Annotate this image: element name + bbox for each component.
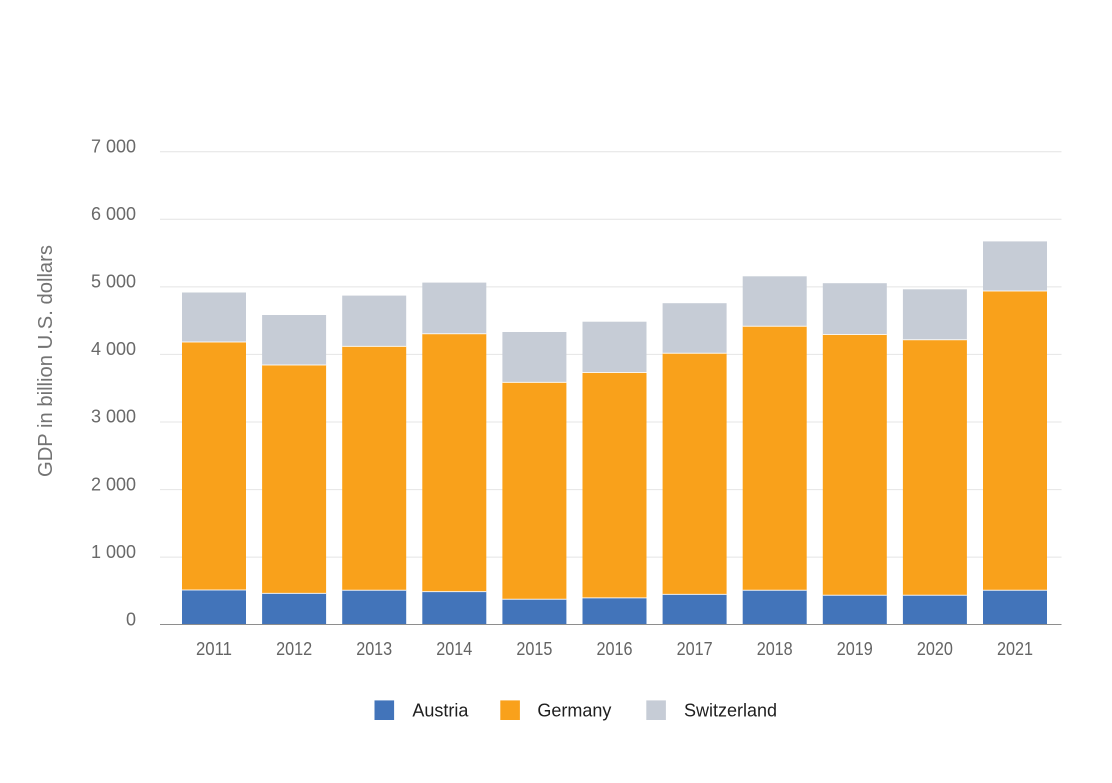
svg-text:4 000: 4 000 bbox=[91, 339, 136, 359]
svg-text:2016: 2016 bbox=[597, 639, 633, 659]
svg-text:Switzerland: Switzerland bbox=[684, 700, 777, 720]
svg-text:Austria: Austria bbox=[412, 700, 469, 720]
svg-text:7 000: 7 000 bbox=[91, 136, 136, 156]
svg-text:2015: 2015 bbox=[516, 639, 552, 659]
svg-text:2020: 2020 bbox=[917, 639, 953, 659]
svg-text:Germany: Germany bbox=[537, 700, 611, 720]
svg-text:GDP in billion U.S. dollars: GDP in billion U.S. dollars bbox=[35, 245, 57, 477]
svg-text:2 000: 2 000 bbox=[91, 474, 136, 494]
svg-text:2013: 2013 bbox=[356, 639, 392, 659]
svg-text:2014: 2014 bbox=[436, 639, 472, 659]
svg-text:2019: 2019 bbox=[837, 639, 873, 659]
svg-text:6 000: 6 000 bbox=[91, 204, 136, 224]
svg-text:2018: 2018 bbox=[757, 639, 793, 659]
svg-text:2011: 2011 bbox=[196, 639, 232, 659]
svg-text:5 000: 5 000 bbox=[91, 272, 136, 292]
svg-text:3 000: 3 000 bbox=[91, 407, 136, 427]
svg-text:1 000: 1 000 bbox=[91, 542, 136, 562]
svg-text:2017: 2017 bbox=[677, 639, 713, 659]
svg-text:0: 0 bbox=[126, 609, 136, 629]
svg-text:2021: 2021 bbox=[997, 639, 1033, 659]
svg-text:2012: 2012 bbox=[276, 639, 312, 659]
